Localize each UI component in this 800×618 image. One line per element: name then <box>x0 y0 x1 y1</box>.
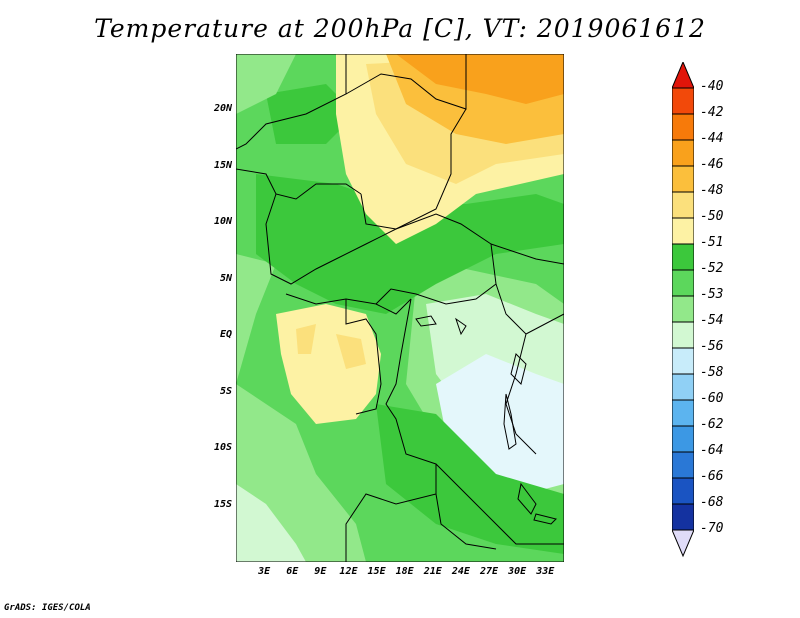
lat-tick-label: 20N <box>213 103 232 115</box>
colorbar-segment <box>672 191 694 219</box>
colorbar-segment <box>672 165 694 193</box>
colorbar-label: -51 <box>700 235 724 250</box>
colorbar-segment <box>672 477 694 505</box>
colorbar-label: -56 <box>700 339 724 354</box>
colorbar-segment <box>672 451 694 479</box>
band-52-south <box>376 404 564 554</box>
colorbar-label: -40 <box>700 79 724 94</box>
colorbar-segment <box>672 347 694 375</box>
colorbar-segment <box>672 373 694 401</box>
lat-tick-label: 5S <box>219 385 232 397</box>
colorbar-segment <box>672 113 694 141</box>
colorbar-label: -46 <box>700 157 724 172</box>
colorbar-segment <box>672 399 694 427</box>
colorbar-segment <box>672 217 694 245</box>
colorbar-segment <box>672 295 694 323</box>
lon-tick-label: 24E <box>451 566 470 577</box>
lon-tick-label: 9E <box>314 566 327 577</box>
colorbar-segment <box>672 139 694 167</box>
lon-tick-label: 33E <box>536 566 555 577</box>
country-borders <box>236 54 564 562</box>
chart-title: Temperature at 200hPa [C], VT: 201906161… <box>94 14 706 43</box>
band-56-southwest <box>236 484 306 562</box>
colorbar-label: -52 <box>700 261 724 276</box>
colorbar-label: -53 <box>700 287 724 302</box>
colorbar-segment <box>672 243 694 271</box>
colorbar <box>672 62 694 558</box>
colorbar-over-triangle <box>672 62 694 89</box>
lon-tick-label: 12E <box>339 566 358 577</box>
colorbar-label: -62 <box>700 417 724 432</box>
band-54-west <box>236 254 366 562</box>
colorbar-segment <box>672 87 694 115</box>
colorbar-label: -50 <box>700 209 724 224</box>
colorbar-label: -66 <box>700 469 724 484</box>
lat-tick-label: 10S <box>213 442 232 454</box>
colorbar-label: -60 <box>700 391 724 406</box>
lon-tick-label: 27E <box>479 566 499 577</box>
colorbar-segment <box>672 321 694 349</box>
colorbar-label: -64 <box>700 443 724 458</box>
colorbar-label: -42 <box>700 105 724 120</box>
band-46-north <box>396 54 564 104</box>
band-50-equatorial <box>296 324 366 369</box>
lat-tick-label: 15S <box>213 498 232 510</box>
lon-tick-label: 6E <box>286 566 299 577</box>
lon-tick-label: 15E <box>367 566 386 577</box>
lakes <box>415 315 557 525</box>
lon-tick-label: 3E <box>258 566 271 577</box>
band-52-north <box>266 84 356 144</box>
lat-tick-label: 5N <box>219 272 232 284</box>
colorbar-label: -44 <box>700 131 724 146</box>
colorbar-label: -68 <box>700 495 724 510</box>
colorbar-label: -48 <box>700 183 724 198</box>
band-52-central <box>256 174 564 314</box>
temperature-map <box>236 54 564 562</box>
colorbar-segment <box>672 503 694 531</box>
band-54-north-west <box>236 54 296 114</box>
colorbar-label: -58 <box>700 365 724 380</box>
colorbar-under-triangle <box>672 529 694 558</box>
lat-tick-label: 15N <box>213 159 232 171</box>
colorbar-segment <box>672 269 694 297</box>
colorbar-segment <box>672 425 694 453</box>
lon-tick-label: 30E <box>508 566 527 577</box>
colorbar-label: -54 <box>700 313 724 328</box>
lon-tick-label: 21E <box>423 566 442 577</box>
credit-text: GrADS: IGES/COLA <box>4 603 91 613</box>
lon-tick-label: 18E <box>395 566 414 577</box>
lat-tick-label: EQ <box>219 329 232 341</box>
colorbar-label: -70 <box>700 521 724 536</box>
lat-tick-label: 10N <box>213 216 232 228</box>
